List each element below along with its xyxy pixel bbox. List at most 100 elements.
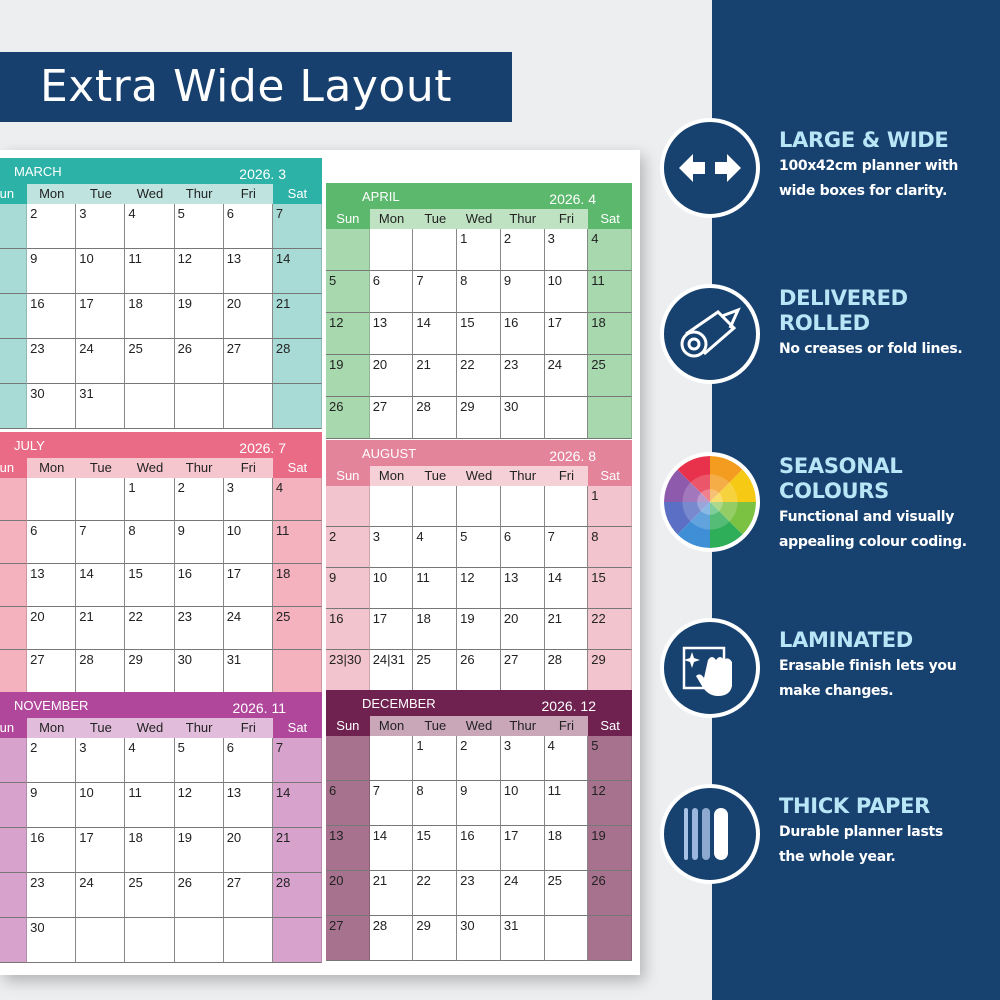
- day-cell[interactable]: [0, 564, 28, 607]
- day-cell[interactable]: 7: [76, 521, 126, 564]
- day-cell[interactable]: 1: [457, 229, 501, 271]
- day-cell[interactable]: 12: [174, 783, 224, 828]
- day-cell[interactable]: 5: [588, 736, 632, 781]
- day-cell[interactable]: 26: [457, 650, 501, 691]
- day-cell[interactable]: 13: [223, 249, 273, 294]
- day-cell[interactable]: 19: [326, 355, 370, 397]
- day-cell[interactable]: 25: [544, 871, 589, 916]
- day-cell[interactable]: 15: [413, 826, 458, 871]
- day-cell[interactable]: 30: [27, 918, 77, 963]
- day-cell[interactable]: 10: [500, 781, 545, 826]
- day-cell[interactable]: 26: [588, 871, 632, 916]
- day-cell[interactable]: 14: [272, 783, 322, 828]
- day-cell[interactable]: 4: [413, 527, 458, 568]
- day-cell[interactable]: 11: [588, 271, 632, 313]
- day-cell[interactable]: 14: [413, 313, 458, 355]
- day-cell[interactable]: 16: [457, 826, 501, 871]
- day-cell[interactable]: 8: [588, 527, 632, 568]
- day-cell[interactable]: 10: [369, 568, 414, 609]
- day-cell[interactable]: 2: [326, 527, 370, 568]
- day-cell[interactable]: 5: [457, 527, 501, 568]
- day-cell[interactable]: 27: [500, 650, 545, 691]
- day-cell[interactable]: 29: [588, 650, 632, 691]
- day-cell[interactable]: 24: [544, 355, 589, 397]
- day-cell[interactable]: 13: [27, 564, 77, 607]
- day-cell[interactable]: [272, 918, 322, 963]
- day-cell[interactable]: [0, 873, 28, 918]
- day-cell[interactable]: [223, 918, 273, 963]
- day-cell[interactable]: 17: [76, 294, 126, 339]
- day-cell[interactable]: 28: [369, 916, 414, 961]
- day-cell[interactable]: 3: [369, 527, 414, 568]
- day-cell[interactable]: 31: [76, 384, 126, 429]
- day-cell[interactable]: 31: [500, 916, 545, 961]
- day-cell[interactable]: [544, 486, 589, 527]
- day-cell[interactable]: [326, 229, 370, 271]
- day-cell[interactable]: 28: [76, 650, 126, 693]
- day-cell[interactable]: 26: [174, 339, 224, 384]
- day-cell[interactable]: 23: [174, 607, 224, 650]
- day-cell[interactable]: [0, 478, 28, 521]
- day-cell[interactable]: [0, 607, 28, 650]
- day-cell[interactable]: [27, 478, 77, 521]
- day-cell[interactable]: 21: [369, 871, 414, 916]
- day-cell[interactable]: 14: [544, 568, 589, 609]
- day-cell[interactable]: 25: [413, 650, 458, 691]
- day-cell[interactable]: 19: [174, 828, 224, 873]
- day-cell[interactable]: 24|31: [369, 650, 414, 691]
- day-cell[interactable]: 6: [326, 781, 370, 826]
- day-cell[interactable]: 10: [76, 249, 126, 294]
- day-cell[interactable]: 7: [413, 271, 458, 313]
- day-cell[interactable]: 14: [76, 564, 126, 607]
- day-cell[interactable]: [413, 486, 458, 527]
- day-cell[interactable]: 9: [326, 568, 370, 609]
- day-cell[interactable]: 20: [223, 294, 273, 339]
- day-cell[interactable]: 14: [272, 249, 322, 294]
- day-cell[interactable]: 18: [272, 564, 322, 607]
- day-cell[interactable]: 8: [413, 781, 458, 826]
- day-cell[interactable]: 11: [544, 781, 589, 826]
- day-cell[interactable]: 2: [457, 736, 501, 781]
- day-cell[interactable]: 9: [27, 249, 77, 294]
- day-cell[interactable]: 9: [27, 783, 77, 828]
- day-cell[interactable]: 4: [272, 478, 322, 521]
- day-cell[interactable]: 10: [76, 783, 126, 828]
- day-cell[interactable]: [0, 384, 28, 429]
- day-cell[interactable]: [0, 521, 28, 564]
- day-cell[interactable]: [0, 783, 28, 828]
- day-cell[interactable]: 22: [588, 609, 632, 650]
- day-cell[interactable]: 12: [457, 568, 501, 609]
- day-cell[interactable]: 18: [588, 313, 632, 355]
- day-cell[interactable]: 25: [125, 873, 175, 918]
- day-cell[interactable]: 11: [413, 568, 458, 609]
- day-cell[interactable]: 17: [544, 313, 589, 355]
- day-cell[interactable]: 26: [326, 397, 370, 439]
- day-cell[interactable]: 20: [223, 828, 273, 873]
- day-cell[interactable]: 13: [369, 313, 414, 355]
- day-cell[interactable]: [0, 650, 28, 693]
- day-cell[interactable]: 6: [223, 204, 273, 249]
- day-cell[interactable]: [174, 384, 224, 429]
- day-cell[interactable]: [500, 486, 545, 527]
- day-cell[interactable]: 17: [76, 828, 126, 873]
- day-cell[interactable]: 27: [369, 397, 414, 439]
- day-cell[interactable]: [0, 339, 28, 384]
- day-cell[interactable]: 13: [223, 783, 273, 828]
- day-cell[interactable]: 19: [457, 609, 501, 650]
- day-cell[interactable]: 2: [27, 204, 77, 249]
- day-cell[interactable]: 3: [76, 204, 126, 249]
- day-cell[interactable]: 7: [544, 527, 589, 568]
- day-cell[interactable]: 9: [174, 521, 224, 564]
- day-cell[interactable]: 21: [76, 607, 126, 650]
- day-cell[interactable]: 3: [223, 478, 273, 521]
- day-cell[interactable]: 18: [125, 828, 175, 873]
- day-cell[interactable]: 16: [27, 828, 77, 873]
- day-cell[interactable]: 4: [544, 736, 589, 781]
- day-cell[interactable]: 9: [500, 271, 545, 313]
- day-cell[interactable]: 1: [125, 478, 175, 521]
- day-cell[interactable]: 20: [27, 607, 77, 650]
- day-cell[interactable]: 15: [125, 564, 175, 607]
- day-cell[interactable]: [588, 397, 632, 439]
- day-cell[interactable]: 24: [500, 871, 545, 916]
- day-cell[interactable]: 23|30: [326, 650, 370, 691]
